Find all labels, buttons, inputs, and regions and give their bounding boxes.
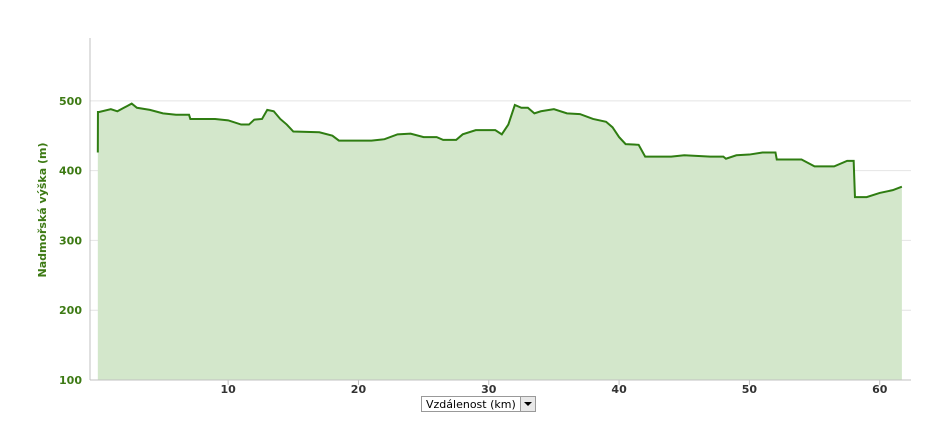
dropdown-arrow[interactable] xyxy=(519,397,535,411)
x-tick-label: 20 xyxy=(351,383,367,396)
line xyxy=(96,102,903,199)
area xyxy=(97,103,902,381)
y-tick-label: 400 xyxy=(59,165,82,178)
y-tick-label: 100 xyxy=(59,374,82,387)
x-tick-label: 50 xyxy=(742,383,758,396)
x-tick-label: 30 xyxy=(481,383,497,396)
x-axis-select[interactable]: Vzdálenost (km) xyxy=(421,396,536,412)
y-axis-label: Nadmořská výška (m) xyxy=(36,142,49,277)
y-tick-label: 500 xyxy=(59,95,82,108)
y-tick-label: 300 xyxy=(59,234,82,247)
x-axis-label: Vzdálenost (km) xyxy=(426,397,516,411)
x-tick-label: 40 xyxy=(611,383,627,396)
x-tick-label: 60 xyxy=(872,383,888,396)
x-tick-label: 10 xyxy=(220,383,236,396)
y-tick-label: 200 xyxy=(59,304,82,317)
